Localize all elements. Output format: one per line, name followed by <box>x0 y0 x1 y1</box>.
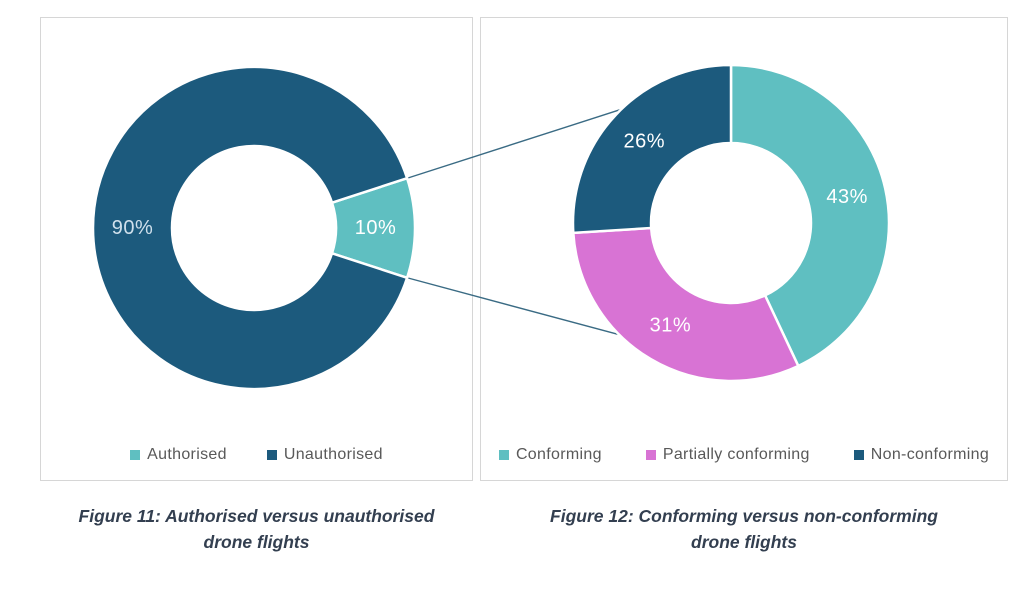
legend-label-authorised: Authorised <box>147 446 227 463</box>
legend-label-conforming: Conforming <box>515 446 602 463</box>
slice-non-conforming <box>571 63 733 235</box>
slice-conforming <box>729 63 891 368</box>
legend-marker-partially-conforming <box>645 450 656 460</box>
data-label-authorised: 10% <box>355 217 397 239</box>
connector-line-2 <box>406 277 620 336</box>
figure-12-caption: Figure 12: Conforming versus non-conform… <box>480 503 1008 555</box>
legend-item-conforming: Conforming <box>498 446 602 464</box>
figure-11-legend: Authorised Unauthorised <box>40 444 473 466</box>
figure-11-caption-line-2: drone flights <box>203 532 310 552</box>
connector-line-1 <box>406 108 622 179</box>
figure-11-caption-line-1: Figure 11: Authorised versus unauthorise… <box>78 506 435 526</box>
legend-marker-authorised <box>130 450 141 460</box>
figure-12-caption-line-1: Figure 12: Conforming versus non-conform… <box>550 506 938 526</box>
figure-12-caption-line-2: drone flights <box>691 532 797 552</box>
legend-label-non-conforming: Non-conforming <box>870 446 990 463</box>
legend-marker-unauthorised <box>266 450 277 460</box>
data-label-conforming: 43% <box>826 186 868 208</box>
slice-partially-conforming <box>572 226 800 383</box>
figure-11-caption: Figure 11: Authorised versus unauthorise… <box>40 503 473 555</box>
data-label-unauthorised: 90% <box>112 217 154 239</box>
legend-marker-conforming <box>498 450 509 460</box>
data-label-non-conforming: 26% <box>623 131 665 153</box>
data-label-partially-conforming: 31% <box>650 314 692 336</box>
slice-unauthorised <box>91 65 409 391</box>
figure-12-legend: Conforming Partially conforming Non-confor… <box>480 444 1008 466</box>
legend-item-authorised: Authorised <box>130 446 227 464</box>
legend-label-unauthorised: Unauthorised <box>283 446 383 463</box>
legend-item-non-conforming: Non-conforming <box>853 446 990 464</box>
legend-item-partially-conforming: Partially conforming <box>645 446 810 464</box>
legend-marker-non-conforming <box>853 450 864 460</box>
legend-label-partially-conforming: Partially conforming <box>662 446 810 463</box>
legend-item-unauthorised: Unauthorised <box>266 446 383 464</box>
